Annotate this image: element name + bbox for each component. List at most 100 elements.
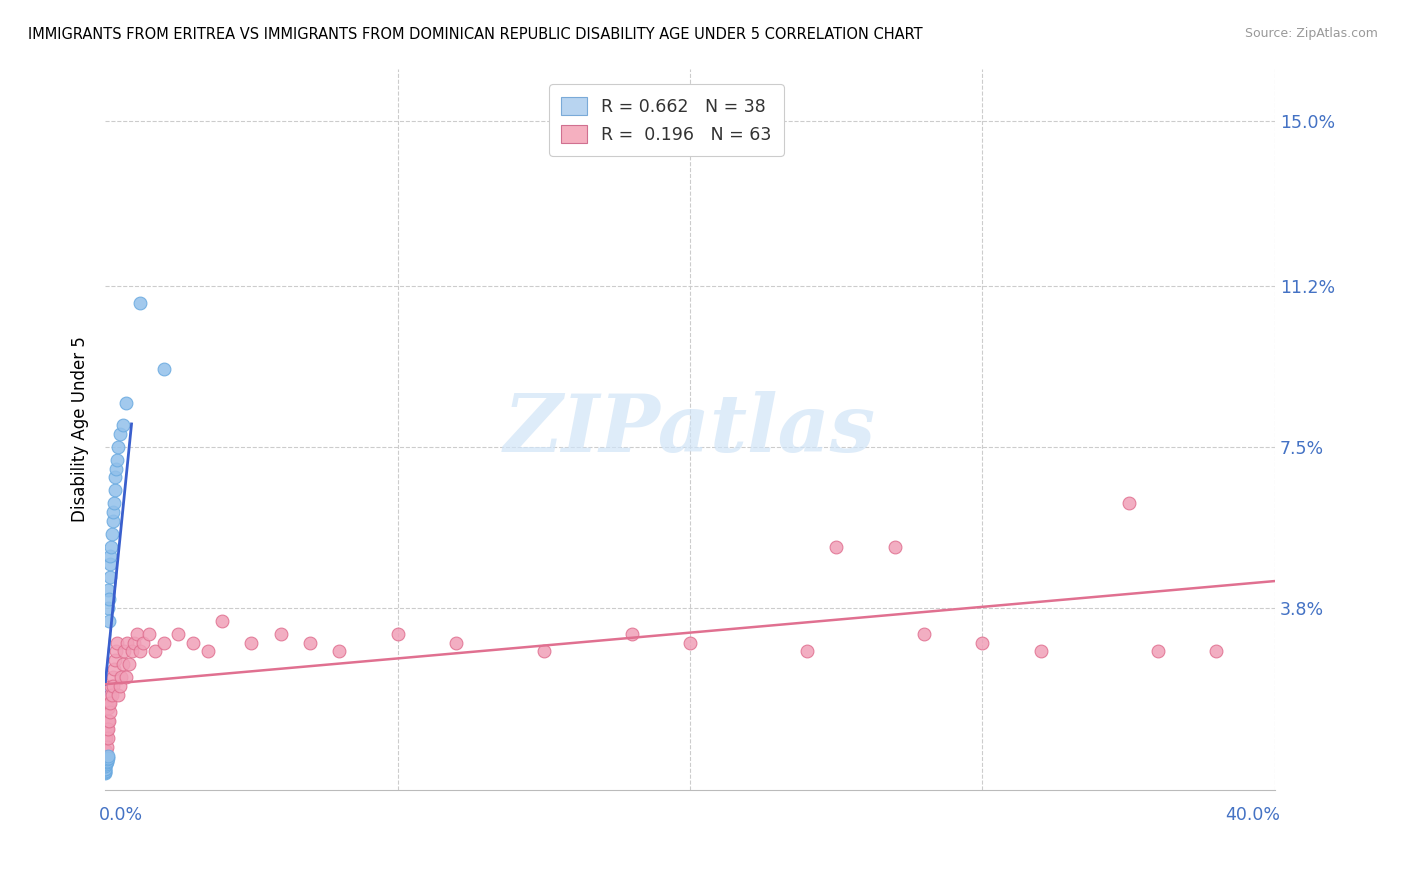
Point [103, 505, 125, 519]
Point [444, 635, 467, 649]
Text: ZIPatlas: ZIPatlas [503, 391, 876, 468]
Point [98, 570, 121, 584]
Point [97, 600, 120, 615]
Point [94, 755, 117, 769]
Point [97, 723, 120, 737]
Point [94, 766, 117, 780]
Point [96, 723, 118, 737]
Point [132, 635, 155, 649]
Point [1205, 644, 1227, 658]
Point [97, 614, 120, 628]
Point [111, 418, 134, 433]
Point [94, 731, 117, 746]
Point [94, 731, 117, 746]
Point [103, 662, 125, 676]
Point [533, 644, 555, 658]
Point [1146, 644, 1168, 658]
Point [96, 754, 118, 768]
Point [94, 765, 117, 780]
Point [117, 657, 139, 672]
Point [387, 627, 409, 641]
Point [111, 657, 134, 672]
Point [127, 627, 149, 641]
Point [94, 744, 117, 758]
Point [94, 757, 117, 772]
Point [1118, 496, 1140, 510]
Point [94, 759, 117, 773]
Text: Source: ZipAtlas.com: Source: ZipAtlas.com [1244, 27, 1378, 40]
Point [101, 670, 124, 684]
Point [94, 757, 117, 772]
Point [114, 396, 136, 410]
Point [96, 739, 118, 754]
Point [197, 644, 219, 658]
Point [96, 751, 118, 765]
Point [270, 627, 292, 641]
Point [97, 583, 120, 598]
Point [240, 635, 263, 649]
Point [96, 731, 118, 746]
Point [105, 453, 128, 467]
Point [104, 653, 127, 667]
Point [103, 483, 125, 498]
Point [1029, 644, 1052, 658]
Point [121, 644, 143, 658]
Point [107, 688, 129, 702]
Point [94, 763, 117, 777]
Point [97, 700, 120, 714]
Point [972, 635, 994, 649]
Point [94, 762, 117, 776]
Point [98, 697, 121, 711]
Point [912, 627, 935, 641]
Point [143, 644, 166, 658]
Point [100, 679, 122, 693]
Point [103, 679, 125, 693]
Point [98, 558, 121, 572]
Point [115, 635, 138, 649]
Point [104, 470, 127, 484]
Point [298, 635, 321, 649]
Point [105, 461, 128, 475]
Point [825, 540, 848, 554]
Point [796, 644, 818, 658]
Point [94, 744, 117, 758]
Point [110, 670, 132, 684]
Point [107, 440, 129, 454]
Point [112, 644, 135, 658]
Point [211, 614, 233, 628]
Point [167, 627, 190, 641]
Point [100, 697, 122, 711]
Point [181, 635, 204, 649]
Point [100, 688, 122, 702]
Point [108, 679, 131, 693]
Point [100, 540, 122, 554]
Point [94, 757, 117, 772]
Point [129, 644, 152, 658]
Point [101, 514, 124, 528]
Point [108, 426, 131, 441]
Point [620, 627, 643, 641]
Text: 0.0%: 0.0% [100, 806, 143, 824]
Text: IMMIGRANTS FROM ERITREA VS IMMIGRANTS FROM DOMINICAN REPUBLIC DISABILITY AGE UND: IMMIGRANTS FROM ERITREA VS IMMIGRANTS FR… [28, 27, 922, 42]
Point [98, 705, 121, 719]
Point [105, 644, 128, 658]
Point [96, 755, 118, 769]
Point [103, 496, 125, 510]
Point [98, 592, 121, 607]
Point [883, 540, 905, 554]
Point [94, 755, 117, 769]
Text: 40.0%: 40.0% [1226, 806, 1281, 824]
Point [97, 714, 120, 728]
Point [679, 635, 702, 649]
Point [98, 688, 121, 702]
Point [129, 296, 152, 310]
Y-axis label: Disability Age Under 5: Disability Age Under 5 [72, 336, 89, 523]
Point [96, 751, 118, 765]
Legend: R = 0.662   N = 38, R =  0.196   N = 63: R = 0.662 N = 38, R = 0.196 N = 63 [550, 85, 785, 156]
Point [114, 670, 136, 684]
Point [94, 764, 117, 778]
Point [124, 635, 146, 649]
Point [96, 748, 118, 763]
Point [152, 361, 174, 376]
Point [328, 644, 350, 658]
